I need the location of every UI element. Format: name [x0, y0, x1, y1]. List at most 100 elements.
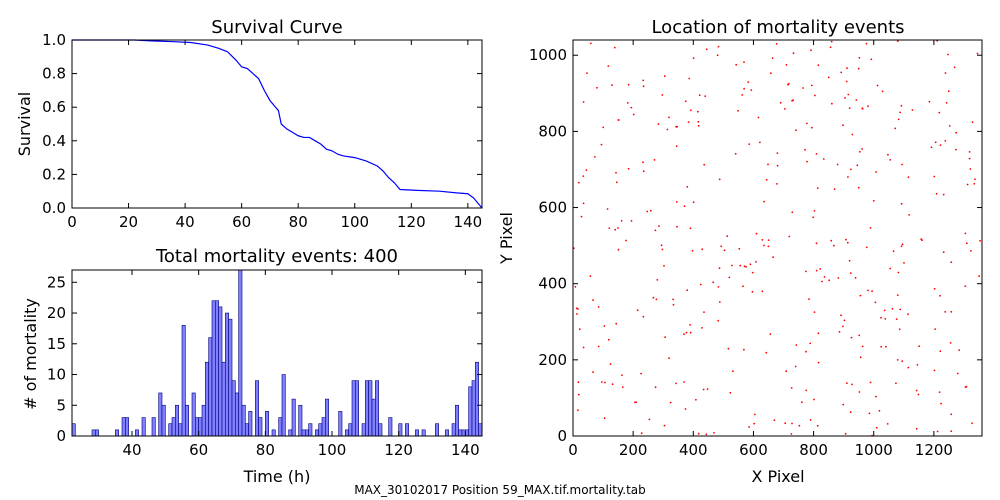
mortality-event-point [851, 383, 853, 386]
mortality-event-point [830, 239, 833, 242]
mortality-event-point [649, 209, 652, 212]
histogram-bar [361, 423, 366, 437]
mortality-event-point [842, 124, 844, 127]
histogram-bar [405, 423, 409, 437]
mortality-event-point [836, 163, 839, 166]
histogram-axes-frame [71, 269, 483, 437]
mortality-event-point [918, 345, 920, 348]
histogram-ytick-label: 10 [47, 366, 66, 384]
mortality-event-point [689, 109, 692, 112]
mortality-event-point [878, 409, 881, 412]
mortality-event-point [640, 432, 643, 435]
mortality-event-point [743, 87, 745, 90]
mortality-event-point [577, 393, 580, 396]
mortality-event-point [843, 319, 846, 322]
mortality-event-point [596, 86, 598, 89]
mortality-event-point [802, 87, 804, 89]
mortality-event-point [880, 345, 883, 348]
mortality-event-point [747, 81, 750, 83]
mortality-event-point [830, 40, 833, 43]
scatter-ytick-label: 400 [538, 275, 567, 293]
mortality-event-point [592, 299, 594, 301]
mortality-event-point [840, 71, 843, 74]
histogram-bar [238, 269, 243, 437]
histogram-xtick-label: 100 [318, 441, 347, 459]
mortality-event-point [845, 238, 847, 241]
mortality-event-point [652, 296, 655, 299]
mortality-event-point [675, 201, 678, 203]
mortality-event-point [731, 264, 733, 267]
mortality-event-point [765, 178, 768, 181]
mortality-event-point [899, 111, 901, 114]
footer-filename: MAX_30102017 Position 59_MAX.tif.mortali… [354, 483, 646, 497]
mortality-event-point [894, 127, 897, 130]
histogram-bar [298, 404, 303, 437]
scatter-ytick-label: 200 [538, 351, 567, 369]
mortality-event-point [720, 245, 723, 248]
histogram-bar [388, 417, 393, 437]
mortality-event-point [621, 374, 623, 377]
mortality-event-point [804, 148, 806, 151]
mortality-event-point [653, 159, 656, 161]
histogram-bar [338, 411, 343, 437]
mortality-event-point [827, 76, 830, 79]
mortality-event-point [942, 251, 945, 254]
mortality-event-point [901, 243, 904, 246]
mortality-event-point [691, 249, 694, 252]
mortality-event-point [801, 401, 803, 404]
mortality-event-point [815, 153, 818, 155]
survival-xtick-label: 120 [397, 213, 426, 231]
histogram-bar [115, 429, 119, 437]
mortality-event-point [837, 277, 840, 279]
mortality-event-point [945, 102, 948, 104]
mortality-event-point [615, 322, 618, 325]
mortality-event-point [850, 168, 852, 171]
mortality-event-point [794, 365, 797, 368]
mortality-event-point [776, 152, 779, 155]
mortality-event-point [621, 386, 624, 388]
mortality-event-point [676, 125, 679, 128]
histogram-bar [218, 306, 223, 437]
mortality-event-point [822, 158, 825, 160]
mortality-event-point [816, 424, 819, 427]
mortality-event-point [933, 369, 936, 372]
mortality-event-point [900, 202, 903, 205]
scatter-ytick-label: 800 [538, 122, 567, 140]
mortality-event-point [791, 422, 793, 425]
histogram-xtick-label: 120 [384, 441, 413, 459]
histogram-bar [181, 325, 186, 437]
mortality-event-point [840, 314, 842, 317]
mortality-event-point [880, 316, 882, 319]
mortality-event-point [604, 381, 606, 384]
histogram-bar [308, 423, 313, 437]
survival-ytick-label: 0.0 [42, 199, 66, 217]
mortality-event-point [689, 331, 692, 334]
mortality-event-point [577, 308, 579, 310]
mortality-event-point [817, 332, 820, 335]
mortality-event-point [828, 279, 831, 282]
mortality-event-point [850, 336, 853, 339]
mortality-event-point [582, 202, 585, 205]
scatter-xlabel: X Pixel [751, 467, 804, 486]
mortality-event-point [718, 267, 721, 270]
mortality-event-point [741, 94, 744, 96]
mortality-event-point [885, 345, 887, 348]
mortality-event-point [712, 281, 715, 284]
mortality-event-point [844, 97, 846, 99]
mortality-event-point [948, 125, 951, 127]
mortality-event-point [689, 227, 692, 230]
scatter-ytick-label: 600 [538, 199, 567, 217]
mortality-event-point [705, 48, 708, 51]
mortality-event-point [742, 285, 744, 288]
mortality-event-point [578, 328, 581, 331]
mortality-event-point [642, 79, 645, 82]
mortality-event-point [791, 211, 794, 214]
histogram-bar [455, 404, 459, 437]
scatter-xtick-label: 0 [568, 441, 578, 459]
mortality-event-point [751, 271, 754, 274]
mortality-event-point [795, 344, 798, 346]
mortality-event-point [969, 168, 972, 170]
mortality-event-point [806, 160, 808, 163]
mortality-event-point [856, 164, 859, 167]
mortality-event-point [939, 294, 941, 297]
